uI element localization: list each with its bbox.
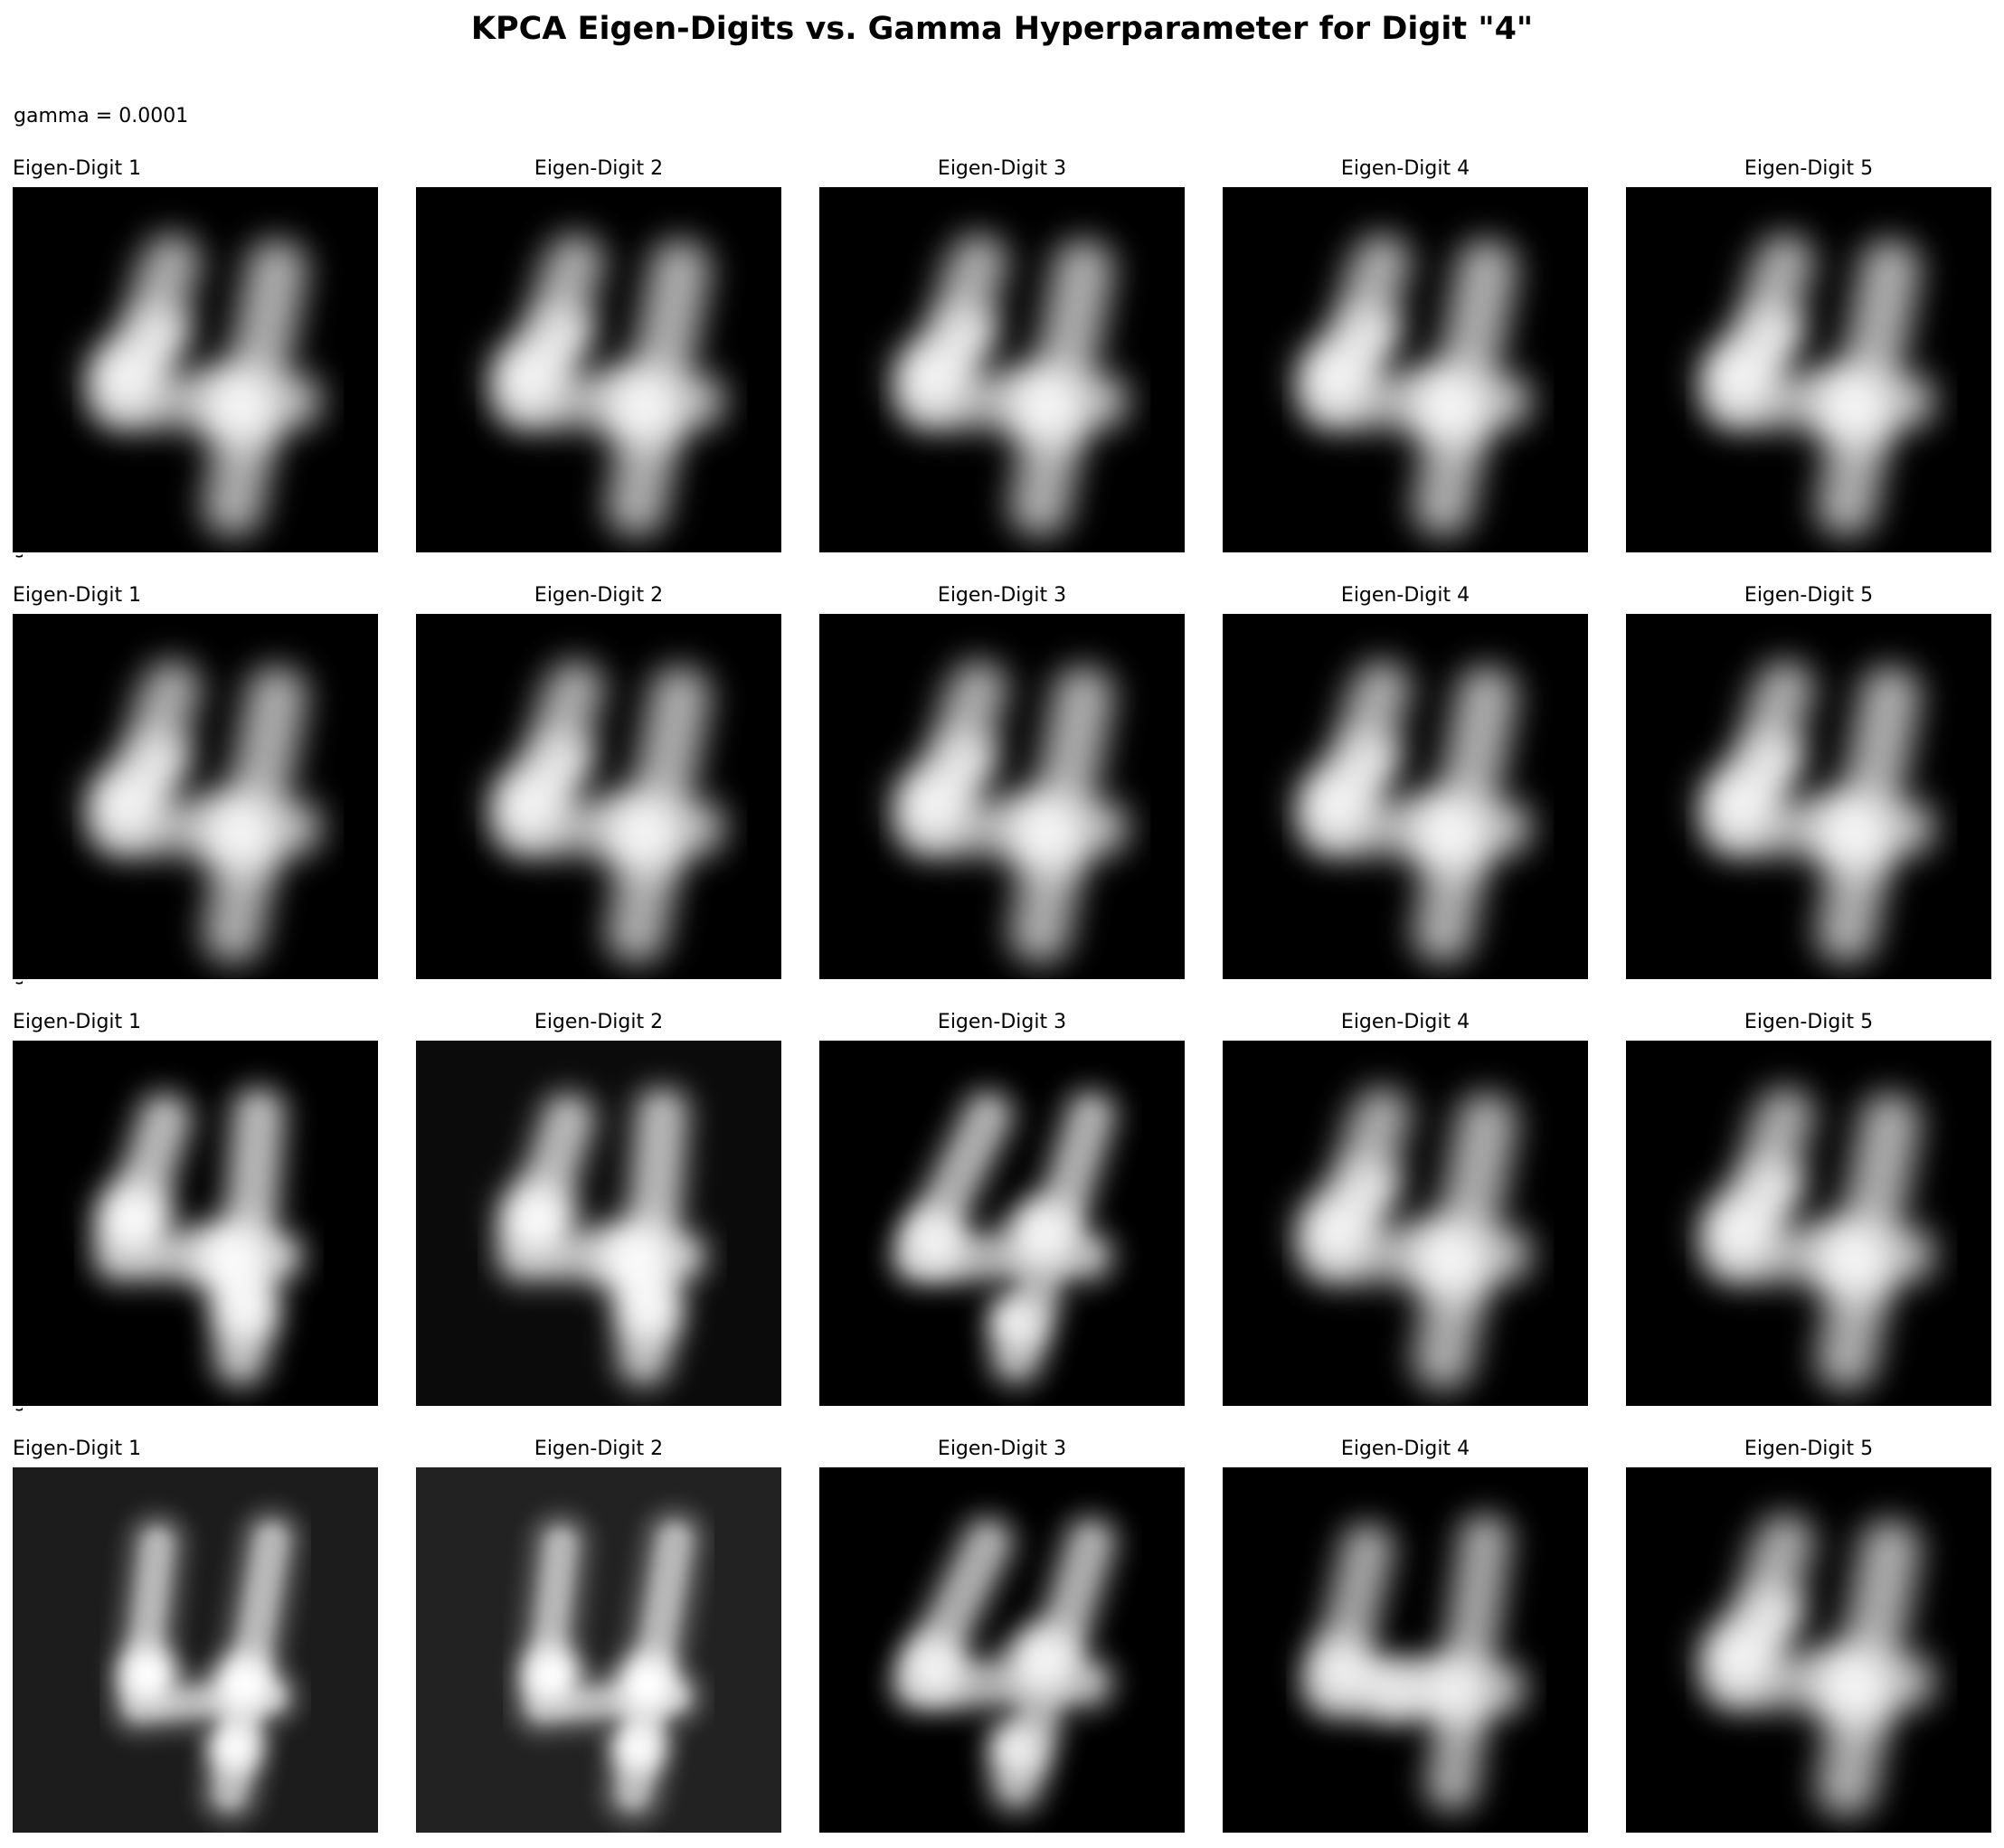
row-label-clipped: g — [14, 554, 23, 561]
panel-title: Eigen-Digit 3 — [937, 1011, 1067, 1033]
eigen-digit-image — [416, 187, 781, 552]
eigen-digit-four-image — [1223, 187, 1588, 552]
eigen-digit-image — [13, 1467, 378, 1833]
eigen-digit-four-image — [1626, 187, 1991, 552]
eigen-digit-image — [13, 187, 378, 552]
eigen-digit-image — [1223, 1467, 1588, 1833]
panel-title: Eigen-Digit 1 — [13, 584, 142, 607]
panel-title: Eigen-Digit 5 — [1744, 584, 1874, 607]
row-label-text: g — [14, 981, 23, 987]
eigen-digit-four-image — [13, 1467, 378, 1833]
row-label-clipped: g — [14, 981, 23, 987]
eigen-digit-image — [1626, 187, 1991, 552]
panel-title: Eigen-Digit 5 — [1744, 157, 1874, 180]
eigen-digit-four-image — [1626, 614, 1991, 979]
eigen-digit-four-image — [1223, 1041, 1588, 1406]
panel-title: Eigen-Digit 4 — [1340, 157, 1470, 180]
eigen-digit-four-image — [13, 614, 378, 979]
panel-title: Eigen-Digit 5 — [1744, 1011, 1874, 1033]
eigen-digit-image — [819, 1467, 1185, 1833]
eigen-digit-four-image — [416, 1041, 781, 1406]
eigen-digit-four-image — [13, 187, 378, 552]
panel-title: Eigen-Digit 3 — [937, 1438, 1067, 1460]
eigen-digit-four-image — [416, 1467, 781, 1833]
panel-title: Eigen-Digit 4 — [1340, 1011, 1470, 1033]
eigen-digit-four-image — [1626, 1467, 1991, 1833]
eigen-digit-four-image — [819, 1041, 1185, 1406]
panel-title: Eigen-Digit 3 — [937, 157, 1067, 180]
eigen-digit-image — [819, 1041, 1185, 1406]
eigen-digit-image — [1626, 614, 1991, 979]
eigen-digit-image — [819, 614, 1185, 979]
eigen-digit-four-image — [416, 614, 781, 979]
row-label-text: g — [14, 554, 23, 561]
eigen-digit-four-image — [819, 1467, 1185, 1833]
panel-title: Eigen-Digit 4 — [1340, 584, 1470, 607]
panel-title: Eigen-Digit 2 — [534, 157, 664, 180]
eigen-digit-image — [819, 187, 1185, 552]
row-label-text: g — [14, 1408, 23, 1414]
panel-title: Eigen-Digit 2 — [534, 1011, 664, 1033]
panel-title: Eigen-Digit 5 — [1744, 1438, 1874, 1460]
row-label-clipped: g — [14, 1408, 23, 1414]
eigen-digit-image — [1223, 1041, 1588, 1406]
panel-title: Eigen-Digit 4 — [1340, 1438, 1470, 1460]
eigen-digit-image — [13, 1041, 378, 1406]
eigen-digit-four-image — [1626, 1041, 1991, 1406]
eigen-digit-image — [1223, 187, 1588, 552]
eigen-digit-four-image — [13, 1041, 378, 1406]
panel-title: Eigen-Digit 2 — [534, 1438, 664, 1460]
eigen-digit-image — [416, 614, 781, 979]
eigen-digit-image — [13, 614, 378, 979]
eigen-digit-image — [416, 1041, 781, 1406]
eigen-digit-four-image — [1223, 1467, 1588, 1833]
panel-title: Eigen-Digit 1 — [13, 1011, 142, 1033]
eigen-digit-image — [416, 1467, 781, 1833]
eigen-digit-four-image — [819, 187, 1185, 552]
figure-title: KPCA Eigen-Digits vs. Gamma Hyperparamet… — [470, 11, 1534, 47]
eigen-digit-four-image — [1223, 614, 1588, 979]
eigen-digit-image — [1626, 1041, 1991, 1406]
eigen-digit-image — [1626, 1467, 1991, 1833]
row-label-gamma: gamma = 0.0001 — [14, 105, 189, 127]
panel-title: Eigen-Digit 3 — [937, 584, 1067, 607]
panel-title: Eigen-Digit 2 — [534, 584, 664, 607]
eigen-digit-four-image — [416, 187, 781, 552]
panel-title: Eigen-Digit 1 — [13, 157, 142, 180]
eigen-digit-image — [1223, 614, 1588, 979]
eigen-digit-four-image — [819, 614, 1185, 979]
panel-title: Eigen-Digit 1 — [13, 1438, 142, 1460]
